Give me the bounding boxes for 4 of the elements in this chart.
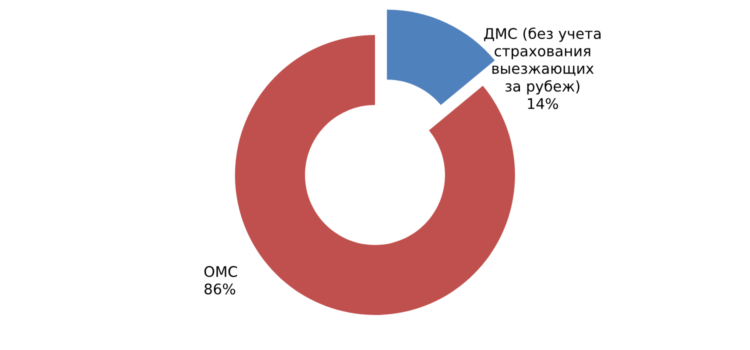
slice-label: ДМС (без учета страхования выезжающих за рубеж) [484, 28, 601, 94]
data-label: 86% [204, 283, 236, 294]
slice-label: ОМС [204, 266, 238, 278]
data-label: 14% [528, 98, 558, 110]
